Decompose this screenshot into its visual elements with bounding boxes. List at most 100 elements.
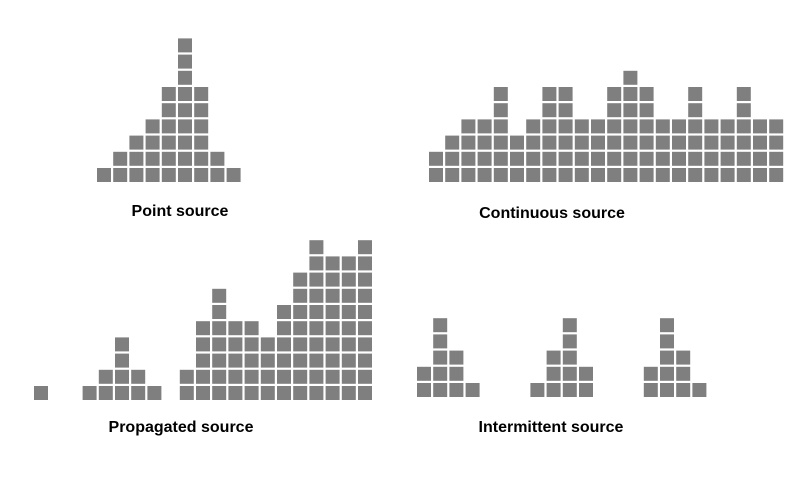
point-source-case-cell: [178, 103, 192, 118]
propagated-source-case-cell: [325, 321, 340, 336]
propagated-source-case-cell: [341, 256, 356, 271]
continuous-source-case-cell: [591, 135, 605, 150]
intermittent-source-title: Intermittent source: [479, 419, 624, 436]
continuous-source-case-cell: [445, 168, 460, 182]
continuous-source-case-cell: [542, 87, 557, 101]
propagated-source-case-cell: [212, 337, 227, 352]
continuous-source-case-cell: [558, 168, 573, 182]
point-source-case-cell: [145, 135, 160, 150]
propagated-source-case-cell: [358, 321, 372, 336]
propagated-source-case-cell: [341, 353, 356, 368]
continuous-source-case-cell: [736, 103, 751, 118]
propagated-source-case-cell: [277, 337, 291, 352]
propagated-source-case-cell: [293, 386, 308, 400]
propagated-source-case-cell: [341, 369, 356, 384]
propagated-source-case-cell: [341, 386, 356, 400]
propagated-source-case-cell: [341, 305, 356, 319]
continuous-source-case-cell: [558, 87, 573, 101]
propagated-source-case-cell: [228, 321, 243, 336]
continuous-source-case-cell: [769, 168, 784, 182]
intermittent-source-case-cell: [433, 366, 448, 381]
propagated-source-case-cell: [309, 337, 324, 352]
propagated-source-case-cell: [309, 256, 324, 271]
intermittent-source-case-cell: [676, 366, 691, 381]
continuous-source-case-cell: [736, 87, 751, 101]
propagated-source-case-cell: [293, 353, 308, 368]
propagated-source-case-cell: [358, 240, 372, 255]
continuous-source-case-cell: [736, 135, 751, 150]
continuous-source-case-cell: [688, 87, 703, 101]
propagated-source-case-cell: [228, 386, 243, 400]
continuous-source-case-cell: [623, 87, 638, 101]
propagated-source-case-cell: [260, 337, 275, 352]
continuous-source-case-cell: [477, 135, 492, 150]
continuous-source-case-cell: [461, 168, 476, 182]
continuous-source-case-cell: [753, 168, 767, 182]
intermittent-source-case-cell: [660, 366, 674, 381]
intermittent-source-case-cell: [546, 350, 561, 365]
intermittent-source-case-cell: [433, 334, 448, 349]
propagated-source-case-cell: [325, 337, 340, 352]
intermittent-source-case-cell: [465, 383, 480, 397]
propagated-source-case-cell: [358, 272, 372, 287]
point-source-case-cell: [194, 103, 209, 118]
point-source-case-cell: [129, 135, 144, 150]
continuous-source-case-cell: [639, 168, 654, 182]
continuous-source-case-cell: [607, 87, 622, 101]
propagated-source-case-cell: [212, 386, 227, 400]
point-source-case-cell: [161, 151, 176, 166]
continuous-source-case-cell: [591, 119, 605, 134]
propagated-source-case-cell: [196, 353, 210, 368]
point-source-case-cell: [178, 168, 192, 182]
continuous-source-case-cell: [769, 151, 784, 166]
point-source-case-cell: [210, 151, 225, 166]
intermittent-source-case-cell: [660, 318, 674, 333]
propagated-source-case-cell: [358, 353, 372, 368]
point-source-case-cell: [178, 38, 192, 53]
intermittent-source-case-cell: [433, 350, 448, 365]
continuous-source-case-cell: [736, 151, 751, 166]
continuous-source-case-cell: [558, 135, 573, 150]
point-source-case-cell: [178, 70, 192, 85]
intermittent-source-case-cell: [433, 383, 448, 397]
propagated-source-case-cell: [309, 288, 324, 303]
continuous-source-case-cell: [558, 103, 573, 118]
propagated-source-case-cell: [196, 369, 210, 384]
continuous-source-case-cell: [461, 151, 476, 166]
continuous-source-case-cell: [493, 119, 508, 134]
continuous-source-title: Continuous source: [479, 205, 625, 222]
continuous-source-case-cell: [526, 135, 541, 150]
continuous-source-case-cell: [623, 151, 638, 166]
propagated-source-case-cell: [260, 386, 275, 400]
point-source-case-cell: [113, 151, 128, 166]
propagated-source-case-cell: [82, 386, 97, 400]
propagated-source-case-cell: [277, 353, 291, 368]
continuous-source-case-cell: [639, 103, 654, 118]
propagated-source-case-cell: [277, 369, 291, 384]
propagated-source-case-cell: [179, 369, 194, 384]
continuous-source-case-cell: [429, 151, 443, 166]
point-source-case-cell: [194, 87, 209, 101]
propagated-source-case-cell: [325, 288, 340, 303]
continuous-source-case-cell: [672, 135, 686, 150]
propagated-source-case-cell: [228, 353, 243, 368]
continuous-source-case-cell: [769, 119, 784, 134]
intermittent-source-case-cell: [562, 366, 577, 381]
point-source-case-cell: [145, 151, 160, 166]
intermittent-source-case-cell: [643, 366, 658, 381]
propagated-source-case-cell: [115, 337, 129, 352]
continuous-source-case-cell: [526, 168, 541, 182]
point-source-case-cell: [226, 168, 241, 182]
propagated-source-case-cell: [228, 337, 243, 352]
continuous-source-case-cell: [493, 135, 508, 150]
continuous-source-case-cell: [591, 151, 605, 166]
continuous-source-case-cell: [461, 135, 476, 150]
continuous-source-case-cell: [542, 119, 557, 134]
propagated-source-case-cell: [228, 369, 243, 384]
continuous-source-case-cell: [574, 151, 589, 166]
point-source-case-cell: [178, 87, 192, 101]
propagated-source-case-cell: [358, 288, 372, 303]
continuous-source-case-cell: [542, 135, 557, 150]
continuous-source-case-cell: [493, 87, 508, 101]
